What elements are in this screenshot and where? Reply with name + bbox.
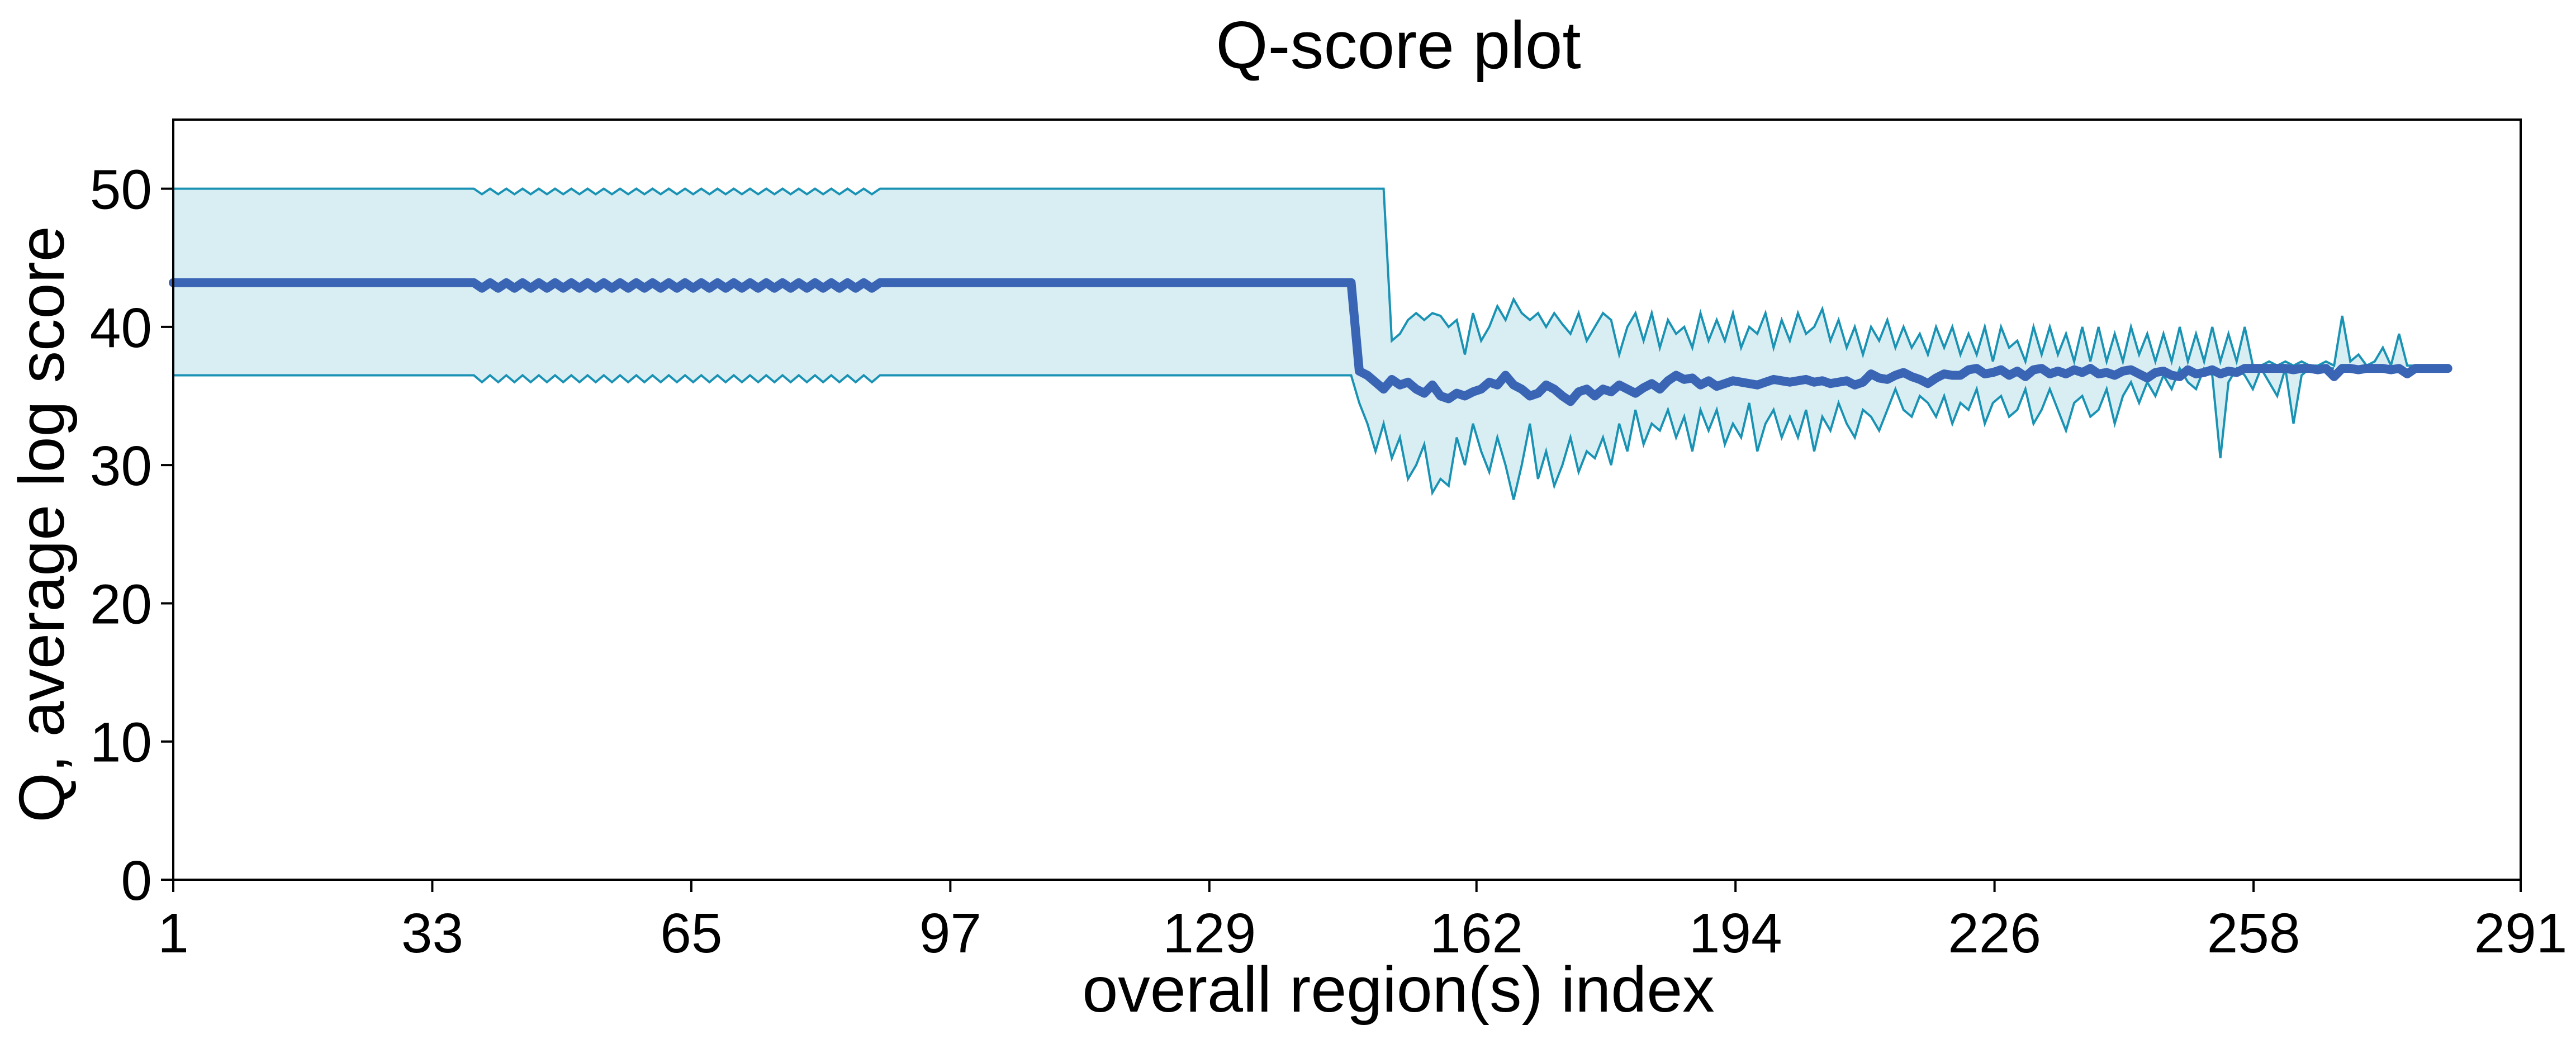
lower-bound-line xyxy=(173,366,2335,500)
y-axis-label: Q, average log score xyxy=(6,226,78,823)
y-tick-label: 20 xyxy=(90,573,152,635)
x-axis-label: overall region(s) index xyxy=(1082,954,1714,1026)
y-tick-label: 50 xyxy=(90,159,152,221)
x-axis: 1 33 65 97 129 162 194 226 258 291 xyxy=(158,880,2567,965)
x-tick-label: 33 xyxy=(401,902,463,965)
score-range-band xyxy=(173,188,2448,500)
x-tick-label: 226 xyxy=(1948,902,2041,965)
y-tick-label: 0 xyxy=(121,850,152,912)
q-score-line xyxy=(169,278,2452,406)
plot-frame xyxy=(172,118,2522,881)
x-tick-label: 129 xyxy=(1163,902,1256,965)
x-tick-label: 194 xyxy=(1689,902,1782,965)
y-tick-label: 10 xyxy=(90,711,152,774)
chart-title: Q-score plot xyxy=(1216,8,1581,83)
x-tick-label: 65 xyxy=(660,902,722,965)
y-tick-label: 30 xyxy=(90,435,152,497)
x-tick-label: 258 xyxy=(2207,902,2300,965)
x-tick-label: 97 xyxy=(919,902,981,965)
y-tick-label: 40 xyxy=(90,297,152,359)
x-tick-label: 291 xyxy=(2474,902,2568,965)
plot-area xyxy=(169,187,2452,500)
x-tick-label: 162 xyxy=(1430,902,1523,965)
x-tick-label: 1 xyxy=(158,902,189,965)
upper-bound-line xyxy=(173,187,2448,369)
y-axis: 0 10 20 30 40 50 xyxy=(90,159,173,912)
